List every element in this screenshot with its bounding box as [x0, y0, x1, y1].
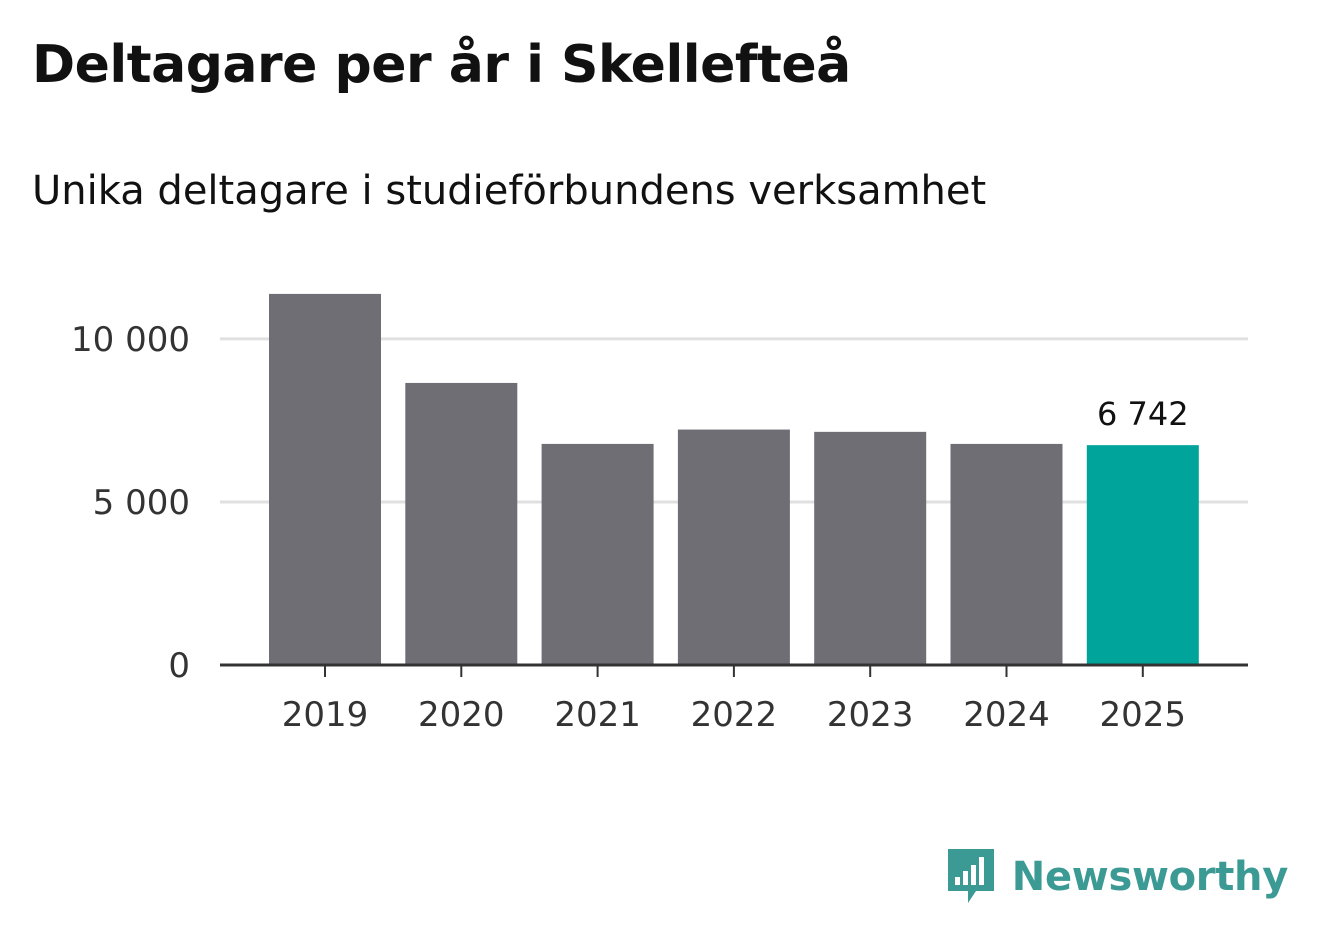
labels: 0 5 000 10 000 2019 2020 2021 2022 2023 2024 2025…: [71, 320, 1189, 735]
bar-2023: [814, 431, 927, 665]
bar-2024: [950, 443, 1063, 665]
chart-title: Deltagare per år i Skellefteå: [32, 35, 851, 95]
bars: [269, 293, 1199, 665]
x-tick-label-2025: 2025: [1100, 695, 1187, 735]
axes: [220, 663, 1248, 677]
newsworthy-logo[interactable]: Newsworthy: [946, 847, 1288, 907]
chart-subtitle: Unika deltagare i studieförbundens verks…: [32, 168, 987, 214]
x-tick-label-2019: 2019: [282, 695, 369, 735]
bar-2020: [405, 382, 518, 665]
x-tick-label-2021: 2021: [554, 695, 641, 735]
x-tick-label-2023: 2023: [827, 695, 914, 735]
data-label-2025: 6 742: [1097, 395, 1189, 433]
x-tick-label-2020: 2020: [418, 695, 505, 735]
bar-2019: [269, 293, 381, 665]
y-tick-label-0: 0: [168, 646, 190, 686]
x-tick-label-2024: 2024: [963, 695, 1050, 735]
logo-text: Newsworthy: [1011, 854, 1289, 900]
bar-2021: [541, 443, 654, 665]
y-tick-label-2: 10 000: [71, 320, 190, 360]
y-tick-label-1: 5 000: [93, 483, 190, 523]
x-tick-label-2022: 2022: [691, 695, 778, 735]
bar-2022: [677, 429, 790, 665]
bar-2025: [1086, 445, 1199, 665]
newsworthy-chart-bubble-icon: [947, 849, 994, 903]
